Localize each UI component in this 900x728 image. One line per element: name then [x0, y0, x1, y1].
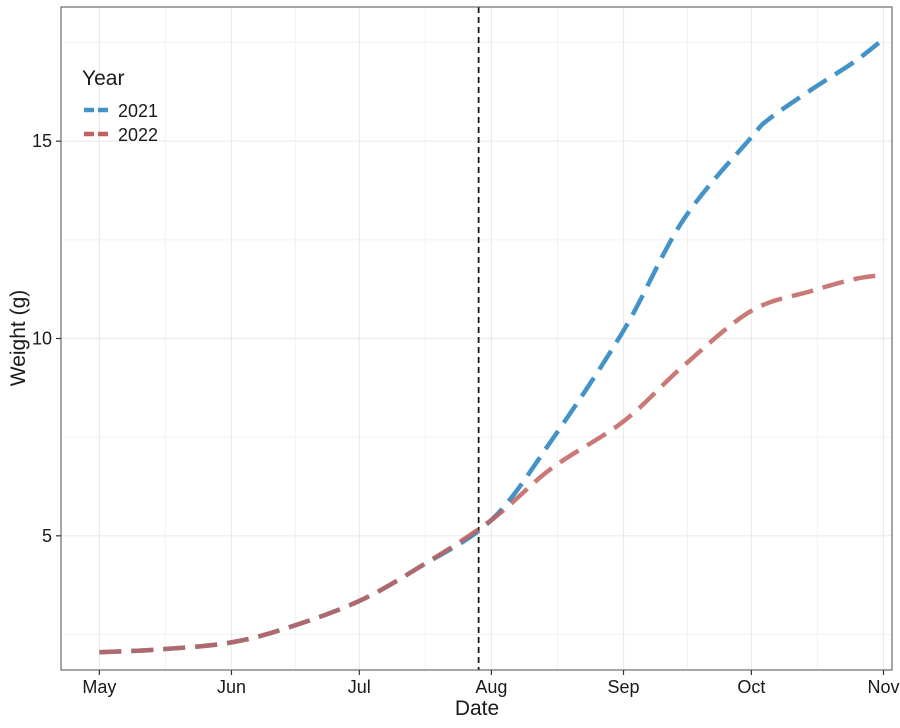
x-axis-title: Date [455, 697, 499, 720]
x-tick-label: May [82, 677, 116, 697]
series-line-2022 [99, 273, 880, 655]
x-tick-label: Jul [348, 677, 371, 697]
y-tick-label: 15 [32, 131, 52, 151]
grid [61, 7, 892, 670]
legend-title: Year [82, 67, 124, 90]
x-tick-label: Sep [608, 677, 640, 697]
x-tick-label: Oct [737, 677, 765, 697]
y-axis: 5 10 15 [32, 131, 61, 546]
x-tick-label: Nov [867, 677, 899, 697]
x-tick-label: Jun [217, 677, 246, 697]
series-layer [99, 40, 881, 655]
y-tick-label: 10 [32, 329, 52, 349]
x-tick-label: Aug [475, 677, 507, 697]
y-tick-label: 5 [42, 526, 52, 546]
legend-label-2021: 2021 [118, 101, 158, 121]
legend-label-2022: 2022 [118, 125, 158, 145]
y-axis-title: Weight (g) [7, 290, 30, 386]
legend: Year 2021 2022 [82, 67, 158, 145]
x-axis: May Jun Jul Aug Sep Oct Nov [82, 670, 899, 697]
